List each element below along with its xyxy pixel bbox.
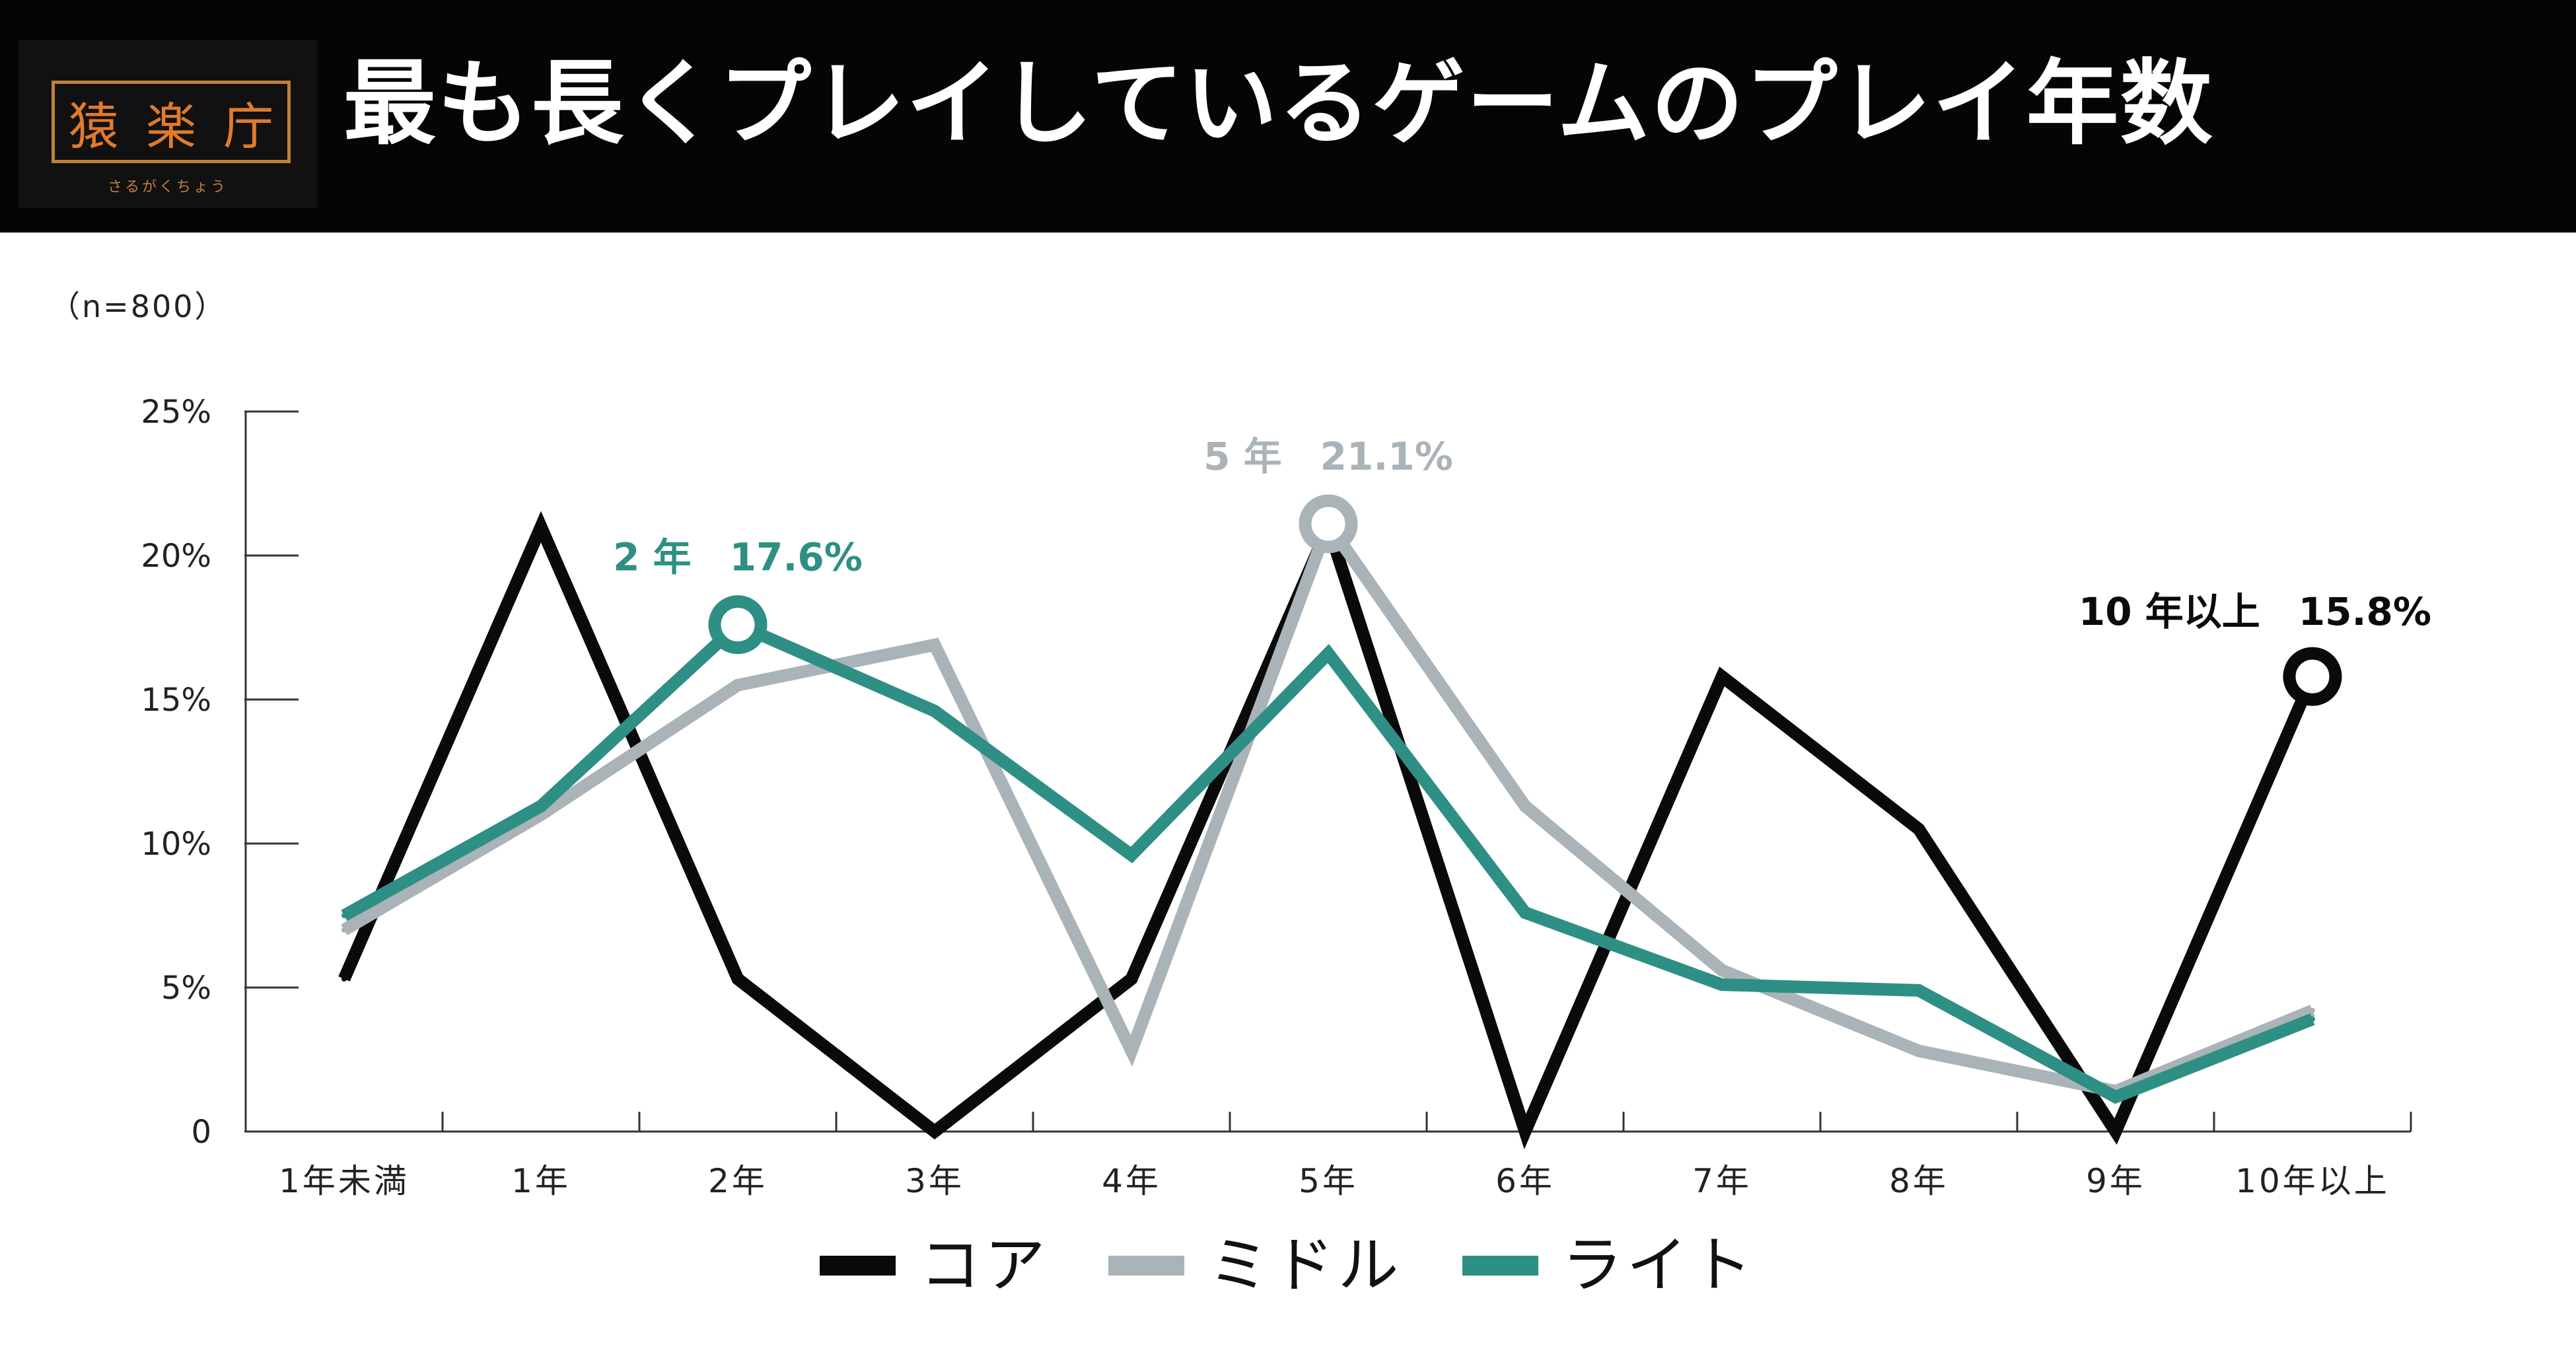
x-tick-label: 10年以上 [2235,1162,2390,1200]
brand-logo: 猿 楽 庁 さるがくちょう [18,40,317,208]
x-tick-label: 3年 [905,1162,964,1200]
logo-frame: 猿 楽 庁 [52,81,291,163]
data-point [1719,967,1725,973]
data-point [1916,988,1921,993]
legend-swatch [1108,1256,1185,1276]
data-point [538,803,544,809]
series-line [341,510,2315,1098]
chart-legend: コア ミドル ライト [0,1235,2576,1296]
data-point [1916,1048,1921,1054]
header-bar: 猿 楽 庁 さるがくちょう 最も長くプレイしているゲームのプレイ年数 [0,0,2576,233]
x-tick-label: 1年 [511,1162,571,1200]
data-point [2113,1129,2118,1134]
data-point [735,682,740,688]
legend-label: コア [919,1230,1050,1301]
sample-size-note: （n=800） [50,289,227,324]
legend-swatch [820,1256,896,1276]
data-point [341,913,347,918]
y-tick-label: 0 [191,1114,211,1151]
page-title: 最も長くプレイしているゲームのプレイ年数 [343,50,2214,158]
y-tick-label: 5% [161,970,211,1007]
data-point [1522,910,1528,916]
legend-swatch [1462,1256,1538,1276]
logo-subtitle: さるがくちょう [107,179,228,196]
data-point [1129,976,1134,982]
highlight-marker [708,595,768,655]
data-point [1326,651,1331,657]
data-point [538,524,544,530]
series-line [341,617,2315,1104]
annotation-label: 10 年以上 15.8% [2079,589,2431,634]
highlight-marker [1299,494,1358,554]
data-point [1522,803,1528,809]
data-point [1129,852,1134,858]
data-point [1129,1048,1134,1054]
legend-item: ミドル [1108,1235,1402,1296]
x-tick-label: 4年 [1102,1162,1161,1200]
annotation-label: 5 年 21.1% [1203,434,1453,479]
data-point [932,708,937,714]
legend-label: ミドル [1208,1230,1403,1301]
y-tick-label: 20% [141,538,211,575]
x-tick-label: 5年 [1299,1162,1358,1200]
annotation-label: 2 年 17.6% [613,535,863,580]
data-point [735,976,740,982]
x-tick-label: 8年 [1889,1162,1949,1200]
data-point [1719,982,1725,988]
x-tick-label: 9年 [2086,1162,2145,1200]
data-point [1916,826,1921,832]
legend-label: ライト [1561,1230,1756,1301]
x-tick-label: 7年 [1692,1162,1752,1200]
data-point [1522,1129,1528,1134]
highlight-marker [2283,647,2342,706]
x-tick-label: 1年未満 [279,1162,410,1200]
y-tick-label: 25% [141,394,211,431]
legend-item: コア [820,1235,1049,1296]
data-point [1719,674,1725,680]
data-point [341,927,347,933]
logo-char: 庁 [223,96,274,156]
data-point [2113,1094,2118,1100]
legend-item: ライト [1462,1235,1756,1296]
data-point [2310,1016,2315,1022]
y-tick-label: 10% [141,826,211,863]
data-point [932,642,937,648]
data-point [341,976,347,982]
logo-char: 猿 [68,96,119,156]
x-tick-label: 6年 [1495,1162,1555,1200]
y-tick-label: 15% [141,682,211,719]
x-tick-label: 2年 [708,1162,768,1200]
logo-char: 楽 [145,96,196,156]
data-point [932,1129,937,1134]
data-point [2310,1007,2315,1013]
